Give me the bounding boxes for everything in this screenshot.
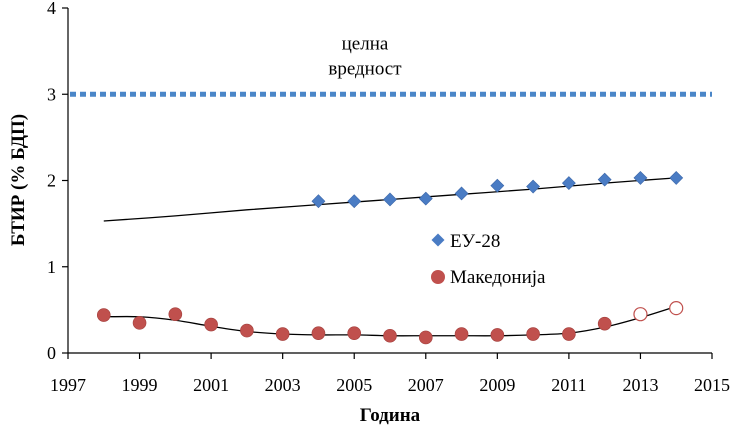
point-eu28 (383, 192, 397, 207)
x-tick-label: 2003 (265, 375, 301, 395)
point-macedonia-open (669, 301, 684, 316)
point-macedonia (597, 316, 612, 331)
point-macedonia (562, 327, 576, 341)
point-macedonia (454, 327, 469, 341)
legend-marker-macedonia (431, 270, 445, 284)
point-eu28 (418, 191, 433, 206)
x-ticks: 1997 1999 2001 2003 2005 2007 2009 2011 2013 2015 (50, 353, 730, 395)
point-macedonia (132, 316, 147, 330)
y-tick-label: 1 (47, 257, 56, 277)
legend-marker-eu28 (431, 233, 445, 247)
point-eu28 (597, 172, 612, 187)
point-macedonia (383, 328, 397, 343)
y-tick-label: 2 (47, 171, 56, 191)
target-label-line2: вредност (328, 58, 402, 79)
y-ticks: 0 1 2 3 4 (47, 0, 68, 363)
point-eu28 (490, 178, 505, 193)
x-axis-title: Година (360, 405, 421, 426)
x-tick-label: 2015 (694, 375, 730, 395)
point-macedonia (168, 307, 183, 321)
point-eu28 (669, 170, 684, 185)
legend: ЕУ-28 Македонија (431, 231, 546, 288)
x-tick-label: 2007 (408, 375, 444, 395)
point-eu28 (633, 170, 648, 185)
point-eu28 (311, 194, 326, 209)
point-macedonia (311, 326, 326, 340)
point-macedonia (347, 326, 362, 340)
x-tick-label: 2013 (622, 375, 658, 395)
target-label-line1: целна (342, 33, 389, 54)
x-tick-label: 2005 (336, 375, 372, 395)
point-macedonia (240, 323, 254, 338)
point-eu28 (526, 179, 541, 194)
point-macedonia (96, 308, 111, 322)
point-macedonia (204, 317, 218, 332)
data-points (96, 170, 684, 345)
x-tick-label: 2009 (479, 375, 515, 395)
point-macedonia-open (633, 307, 648, 322)
legend-label-macedonia: Македонија (450, 267, 546, 288)
point-eu28 (347, 194, 362, 209)
y-tick-label: 3 (47, 84, 56, 104)
y-tick-label: 4 (47, 0, 56, 18)
x-tick-label: 1999 (122, 375, 158, 395)
legend-label-eu28: ЕУ-28 (450, 231, 500, 252)
y-tick-label: 0 (47, 343, 56, 363)
point-eu28 (454, 186, 469, 201)
point-macedonia (418, 330, 433, 345)
y-axis-title: БТИР (% БДП) (8, 114, 29, 246)
x-tick-label: 2001 (193, 375, 229, 395)
x-tick-label: 2011 (551, 375, 586, 395)
x-tick-label: 1997 (50, 375, 86, 395)
point-macedonia (275, 327, 290, 341)
point-macedonia (526, 327, 540, 341)
point-eu28 (561, 176, 576, 191)
point-macedonia (490, 328, 505, 342)
